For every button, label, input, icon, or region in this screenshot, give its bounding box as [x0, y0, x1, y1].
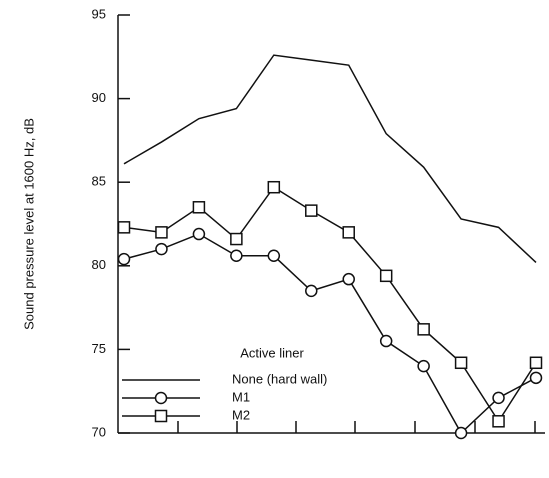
marker [379, 334, 393, 348]
marker [230, 249, 243, 263]
y-tick-label: 90 [92, 90, 106, 105]
y-axis-label: Sound pressure level at 1600 Hz, dB [21, 118, 36, 330]
legend-label: M1 [232, 389, 250, 404]
marker [305, 204, 318, 217]
marker [117, 221, 131, 234]
series-line [123, 233, 537, 435]
marker [342, 226, 355, 239]
y-tick-label: 85 [92, 174, 106, 189]
marker [417, 359, 430, 373]
y-tick-label: 80 [92, 257, 106, 272]
legend-label: M2 [232, 407, 250, 422]
marker [155, 242, 168, 256]
marker [492, 391, 505, 405]
marker [154, 391, 168, 405]
series-line [123, 54, 537, 264]
y-tick-label: 75 [92, 341, 106, 356]
marker [155, 226, 168, 239]
marker [192, 227, 206, 241]
marker [192, 201, 206, 214]
marker [454, 426, 468, 440]
y-tick-label: 70 [92, 424, 106, 439]
marker [267, 180, 281, 194]
marker [529, 356, 543, 370]
legend-label: None (hard wall) [232, 371, 327, 386]
marker [492, 415, 505, 428]
marker [154, 409, 168, 423]
marker [230, 232, 243, 246]
marker [379, 269, 393, 283]
y-tick-label: 95 [92, 6, 106, 21]
marker [117, 252, 131, 266]
marker [529, 371, 543, 385]
marker [342, 272, 355, 286]
marker [454, 356, 468, 370]
marker [417, 323, 430, 336]
marker [267, 249, 281, 263]
marker [305, 284, 318, 298]
legend-title: Active liner [240, 345, 304, 360]
